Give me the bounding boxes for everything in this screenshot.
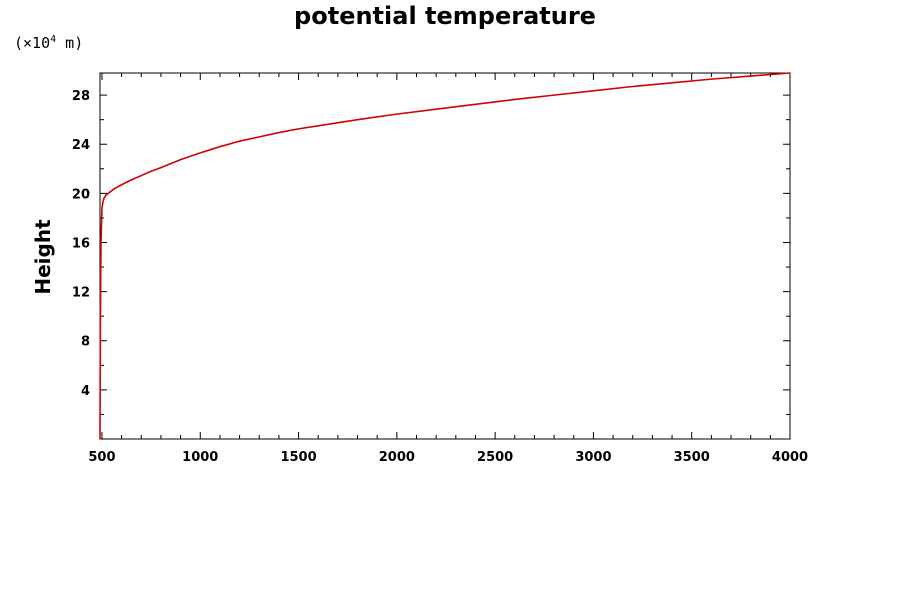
x-tick-label: 3500 — [674, 450, 710, 465]
x-tick-label: 1500 — [280, 450, 316, 465]
y-tick-label: 16 — [72, 236, 90, 251]
x-tick-label: 4000 — [772, 450, 808, 465]
chart-title: potential temperature — [294, 2, 596, 30]
y-tick-label: 12 — [72, 286, 90, 301]
y-tick-label: 24 — [72, 138, 90, 153]
y-tick-label: 28 — [72, 89, 90, 104]
x-tick-label: 2000 — [379, 450, 415, 465]
y-axis-scale-exponent: 4 — [50, 34, 56, 45]
x-tick-label: 1000 — [182, 450, 218, 465]
x-tick-label: 3000 — [575, 450, 611, 465]
y-axis-scale-prefix: (×10 — [14, 34, 50, 52]
series-layer — [99, 72, 791, 440]
y-tick-label: 20 — [72, 187, 90, 202]
y-tick-label: 8 — [81, 335, 90, 350]
axis-ticks — [100, 73, 791, 439]
series-line — [99, 72, 791, 440]
y-axis-scale-suffix: m) — [56, 34, 83, 52]
y-axis-scale-label: (×104 m) — [14, 34, 83, 52]
x-tick-label: 500 — [88, 450, 115, 465]
axis-tick-labels: 500 1000 1500 2000 2500 3000 3500 4000 4 8 12 16 20 2… — [72, 89, 808, 465]
y-tick-label: 4 — [81, 384, 90, 399]
plot-frame — [99, 72, 791, 440]
y-axis-label: Height — [31, 219, 55, 295]
x-tick-label: 2500 — [477, 450, 513, 465]
